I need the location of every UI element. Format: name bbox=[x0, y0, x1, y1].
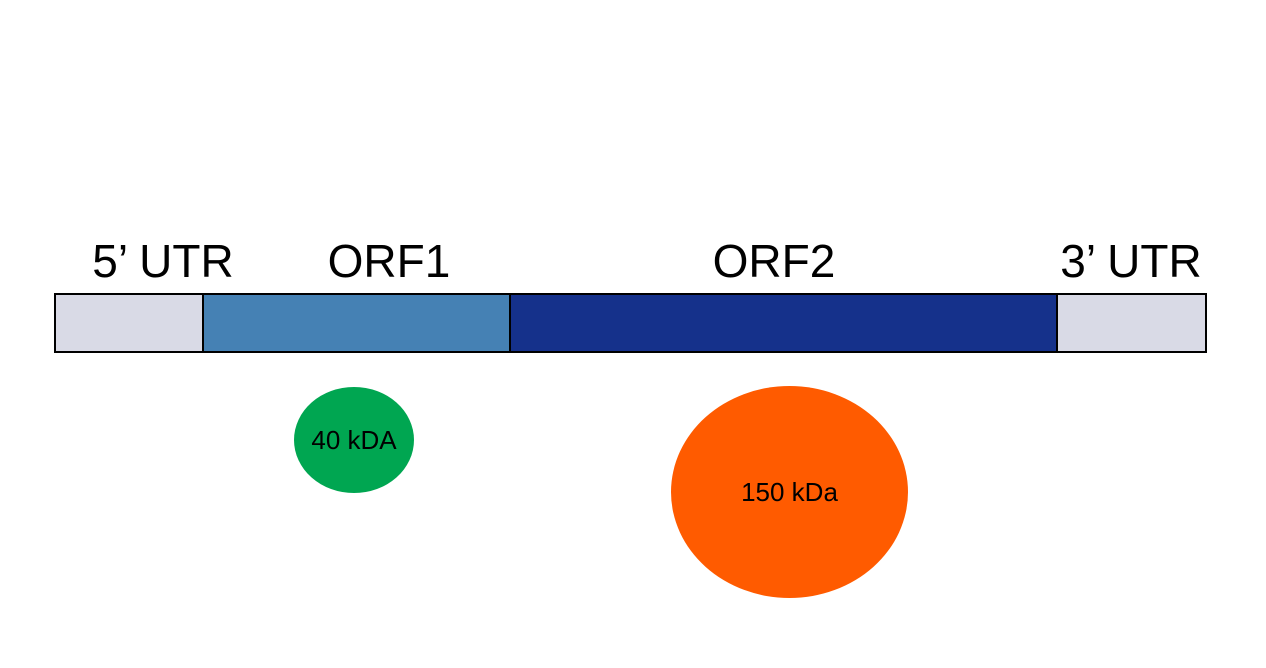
orf1-label: ORF1 bbox=[327, 235, 451, 287]
3-utr-segment bbox=[1056, 295, 1205, 351]
5-utr-segment bbox=[56, 295, 202, 351]
3-utr-label: 3’ UTR bbox=[1060, 235, 1202, 287]
5-utr-label: 5’ UTR bbox=[92, 235, 234, 287]
genome-bar bbox=[54, 293, 1207, 353]
orf2-protein-label: 150 kDa bbox=[741, 476, 838, 507]
orf1-protein-label: 40 kDA bbox=[311, 424, 397, 455]
orf2-label: ORF2 bbox=[712, 235, 836, 287]
orf2-segment bbox=[509, 295, 1056, 351]
orf1-protein: 40 kDA bbox=[294, 387, 414, 493]
orf1-segment bbox=[202, 295, 509, 351]
orf2-protein: 150 kDa bbox=[671, 386, 908, 598]
